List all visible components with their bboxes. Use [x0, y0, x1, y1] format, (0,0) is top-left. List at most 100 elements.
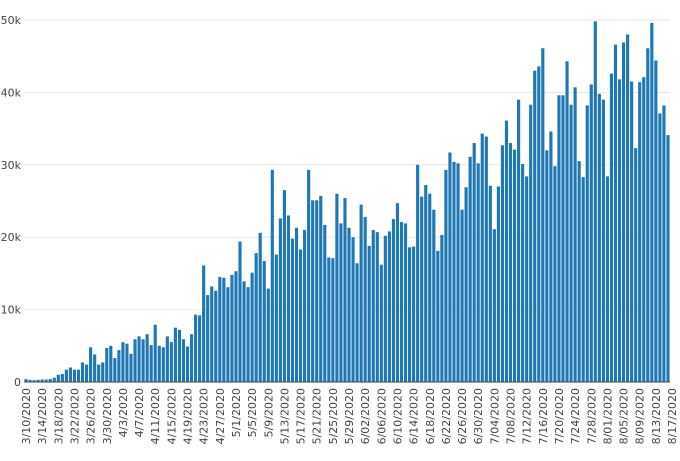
- bar: [351, 237, 355, 382]
- bar: [500, 145, 505, 382]
- x-tick-label: 8/09/2020: [634, 388, 647, 444]
- bar: [638, 82, 642, 382]
- bar: [525, 176, 529, 382]
- bar: [117, 350, 121, 382]
- x-tick-label: 8/13/2020: [650, 388, 663, 444]
- bar: [303, 229, 307, 382]
- bar: [658, 113, 662, 383]
- bar: [460, 209, 464, 382]
- bar: [52, 377, 56, 382]
- bar: [549, 131, 553, 382]
- bar: [93, 354, 97, 382]
- x-tick-label: 6/30/2020: [472, 388, 485, 444]
- bar: [440, 235, 444, 382]
- bar: [161, 347, 165, 382]
- bar: [395, 203, 400, 382]
- bar: [654, 60, 658, 382]
- x-tick-label: 5/1/2020: [230, 388, 243, 437]
- x-tick-label: 4/15/2020: [165, 388, 178, 444]
- x-tick-label: 4/3/2020: [117, 388, 130, 437]
- bar: [476, 163, 480, 382]
- bar: [553, 166, 557, 382]
- bar: [613, 44, 618, 383]
- x-tick-label: 6/10/2020: [391, 388, 404, 444]
- bar: [408, 247, 412, 382]
- bar: [56, 374, 60, 382]
- bar: [626, 34, 630, 382]
- bar: [504, 120, 509, 382]
- bar: [597, 93, 601, 382]
- bar: [278, 218, 282, 382]
- bar: [359, 204, 363, 382]
- bar: [76, 369, 81, 382]
- bar: [428, 193, 432, 382]
- bar: [141, 339, 145, 382]
- gridlines: [24, 19, 670, 311]
- x-tick-label: 8/05/2020: [618, 388, 631, 444]
- bars: [24, 21, 670, 383]
- x-tick-label: 7/16/2020: [537, 388, 550, 444]
- bar: [323, 224, 327, 382]
- bar: [383, 235, 387, 382]
- x-tick-label: 6/14/2020: [408, 388, 421, 444]
- x-tick-label: 7/24/2020: [569, 388, 582, 444]
- y-tick-label: 50k: [1, 14, 22, 27]
- bar: [577, 161, 581, 382]
- bar: [60, 374, 64, 382]
- bar: [399, 222, 404, 382]
- x-tick-label: 4/7/2020: [133, 388, 146, 437]
- bar: [347, 227, 351, 382]
- bar: [185, 346, 190, 382]
- x-tick-label: 5/29/2020: [343, 388, 356, 444]
- bar: [85, 364, 89, 382]
- bar: [355, 263, 359, 382]
- bar: [662, 105, 666, 383]
- bar: [448, 152, 452, 382]
- bar: [270, 169, 274, 382]
- bar: [472, 143, 476, 382]
- bar: [286, 215, 291, 382]
- bar: [484, 136, 488, 382]
- x-tick-label: 6/02/2020: [359, 388, 372, 444]
- y-axis-ticks: 0 10k 20k 30k 40k 50k: [1, 14, 22, 389]
- bar: [589, 84, 593, 382]
- y-tick-label: 10k: [1, 304, 22, 317]
- bar: [634, 148, 638, 382]
- x-axis-ticks: 3/10/2020 3/14/2020 3/18/2020 3/22/2020 3/26…: [20, 388, 679, 444]
- x-tick-label: 8/17/2020: [666, 388, 679, 444]
- bar: [173, 327, 177, 382]
- x-tick-label: 6/06/2020: [375, 388, 388, 444]
- bar: [298, 249, 303, 382]
- x-tick-label: 5/13/2020: [278, 388, 291, 444]
- bar: [642, 77, 646, 382]
- bar: [129, 353, 133, 382]
- bar: [64, 369, 68, 382]
- bar: [72, 369, 77, 382]
- bar: [48, 379, 52, 382]
- bar: [169, 342, 173, 382]
- bar: [157, 345, 161, 382]
- x-tick-label: 5/17/2020: [295, 388, 308, 444]
- bar: [177, 329, 182, 382]
- bar: [517, 99, 521, 382]
- x-tick-label: 3/26/2020: [85, 388, 98, 444]
- bar: [432, 209, 436, 382]
- bar: [339, 223, 343, 382]
- bar: [545, 150, 549, 382]
- x-tick-label: 3/30/2020: [101, 388, 114, 444]
- bar: [488, 185, 492, 382]
- bar: [601, 99, 605, 382]
- bar: [521, 164, 525, 382]
- bar: [420, 196, 424, 382]
- bar: [226, 287, 230, 382]
- bar: [375, 232, 379, 382]
- bar: [97, 364, 101, 382]
- y-tick-label: 40k: [1, 86, 22, 99]
- bar: [246, 287, 250, 382]
- x-tick-label: 7/12/2020: [521, 388, 534, 444]
- bar: [105, 347, 109, 382]
- bar: [387, 231, 391, 382]
- bar: [36, 379, 40, 382]
- bar: [290, 238, 295, 382]
